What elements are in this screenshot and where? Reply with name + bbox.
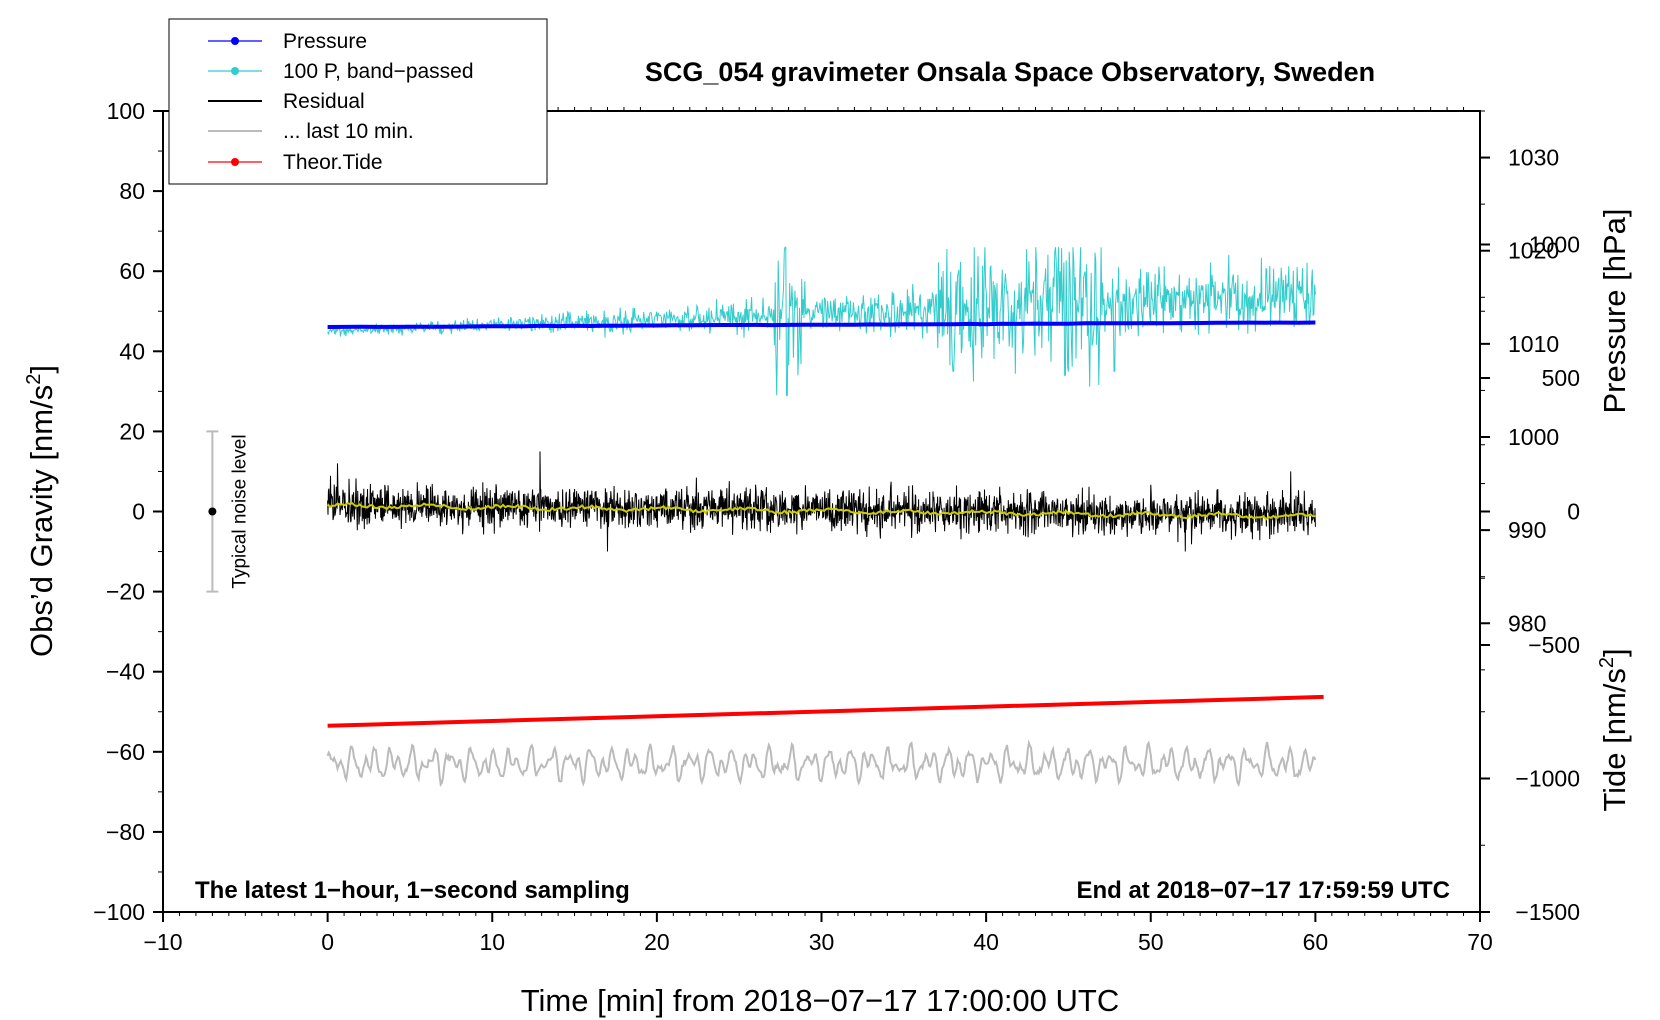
y-tick-label-2: −60 — [106, 739, 145, 765]
legend-label-last-10-min: ... last 10 min. — [283, 120, 414, 143]
series-theor-tide — [327, 694, 1324, 728]
series-residual-smoothed — [326, 501, 1316, 521]
x-tick-label-8: 70 — [1467, 929, 1493, 955]
y-tick-label-1: −80 — [106, 819, 145, 845]
legend-label-residual: Residual — [283, 90, 365, 113]
series-residual — [327, 451, 1316, 552]
tide-tick-label-3: 0 — [1567, 499, 1580, 525]
legend-entry-pressure: Pressure — [208, 30, 367, 53]
legend-entry-theor-tide: Theor.Tide — [208, 151, 383, 174]
y-axis-label-sup: 2 — [23, 374, 45, 385]
tide-tick-label-5: 1000 — [1529, 232, 1580, 258]
tide-axis-label-sup: 2 — [1596, 657, 1618, 668]
legend-label-pressure: Pressure — [283, 30, 367, 53]
tide-axis-label: Tide [nm/s2] — [1596, 648, 1632, 811]
x-tick-label-0: −10 — [143, 929, 182, 955]
legend-entry-band-passed: 100 P, band−passed — [208, 60, 474, 83]
x-tick-label-2: 10 — [479, 929, 505, 955]
x-tick-label-6: 50 — [1138, 929, 1164, 955]
pressure-tick-label-3: 1010 — [1508, 331, 1559, 357]
annotation-left: The latest 1−hour, 1−second sampling — [195, 877, 630, 904]
legend-entry-residual: Residual — [208, 90, 365, 113]
x-tick-label-3: 20 — [644, 929, 670, 955]
legend-entry-last-10-min: ... last 10 min. — [208, 120, 414, 143]
legend-marker-theor-tide — [231, 158, 239, 166]
chart-title: SCG_054 gravimeter Onsala Space Observat… — [645, 57, 1375, 87]
y-tick-label-6: 20 — [119, 418, 145, 444]
legend-label-band-passed: 100 P, band−passed — [283, 60, 474, 83]
tide-tick-label-0: −1500 — [1515, 899, 1580, 925]
tide-tick-label-1: −1000 — [1515, 766, 1580, 792]
y-tick-label-0: −100 — [93, 899, 145, 925]
tide-tick-label-4: 500 — [1542, 365, 1580, 391]
noise-bar-label: Typical noise level — [229, 434, 250, 588]
x-axis-label: Time [min] from 2018−07−17 17:00:00 UTC — [521, 983, 1120, 1018]
series-pressure — [327, 320, 1316, 329]
pressure-tick-label-0: 980 — [1508, 610, 1546, 636]
noise-bar: Typical noise level — [206, 430, 250, 593]
legend-label-theor-tide: Theor.Tide — [283, 151, 383, 174]
legend-marker-pressure — [231, 37, 239, 45]
x-tick-label-4: 30 — [809, 929, 835, 955]
legend: Pressure 100 P, band−passed Residual ...… — [168, 18, 548, 185]
pressure-axis-label: Pressure [hPa] — [1597, 208, 1632, 413]
y-tick-label-8: 60 — [119, 258, 145, 284]
y-tick-label-5: 0 — [132, 499, 145, 525]
series-last-10-min — [326, 739, 1317, 788]
x-tick-label-5: 40 — [973, 929, 999, 955]
annotation-right: End at 2018−07−17 17:59:59 UTC — [1076, 877, 1450, 904]
pressure-tick-label-5: 1030 — [1508, 145, 1559, 171]
pressure-tick-label-1: 990 — [1508, 517, 1546, 543]
tide-tick-label-2: −500 — [1528, 632, 1580, 658]
y-tick-label-7: 40 — [119, 338, 145, 364]
axis-ticks: −10 0 10 20 30 40 50 60 70−100−80−60−40−20020406… — [93, 98, 1580, 955]
y-tick-label-10: 100 — [107, 98, 145, 124]
y-tick-label-4: −20 — [106, 579, 145, 605]
pressure-tick-label-4: 1020 — [1508, 238, 1559, 264]
tide-axis-label-end: ] — [1597, 648, 1632, 657]
y-axis-label-end: ] — [24, 365, 59, 374]
pressure-tick-label-2: 1000 — [1508, 424, 1559, 450]
series-group — [326, 246, 1324, 788]
legend-marker-band-passed — [231, 67, 239, 75]
y-tick-label-9: 80 — [119, 178, 145, 204]
y-axis-label: Obs’d Gravity [nm/s2] — [23, 365, 59, 657]
noise-bar-center — [208, 507, 217, 516]
x-tick-label-7: 60 — [1303, 929, 1329, 955]
x-tick-label-1: 0 — [321, 929, 334, 955]
y-tick-label-3: −40 — [106, 659, 145, 685]
